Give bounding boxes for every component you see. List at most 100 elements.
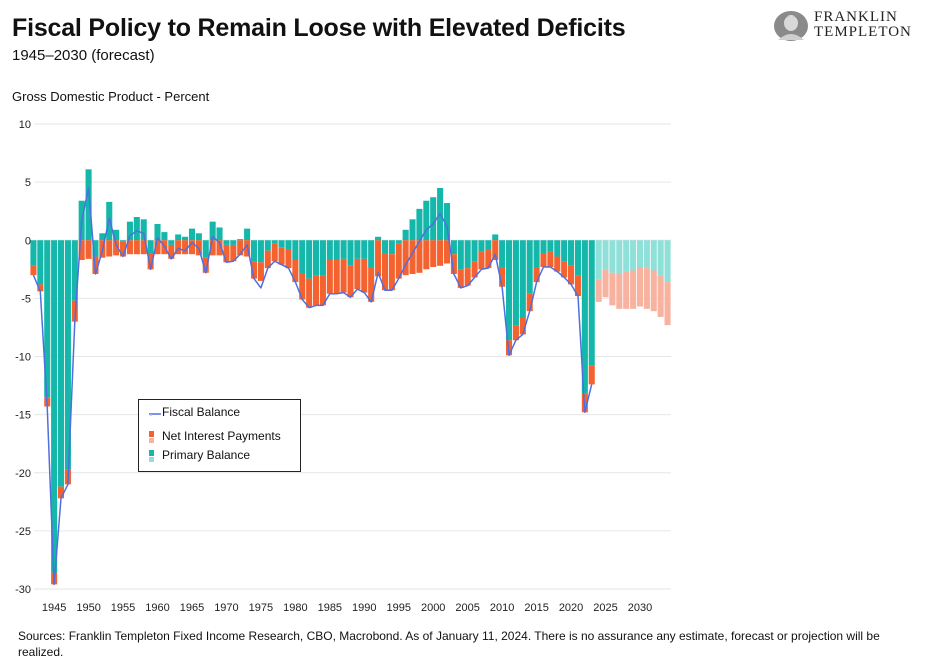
- net-interest-bar: [319, 275, 326, 306]
- net-interest-bar: [574, 275, 581, 297]
- y-axis-unit-label: Gross Domestic Product - Percent: [12, 89, 210, 104]
- primary-balance-bar: [133, 217, 140, 241]
- primary-balance-bar: [306, 240, 313, 279]
- net-interest-bar: [340, 258, 347, 293]
- y-tick-label: -25: [15, 526, 31, 538]
- net-interest-bar: [381, 253, 388, 291]
- logo-wordmark: FRANKLIN TEMPLETON: [814, 9, 912, 40]
- primary-balance-bar: [630, 240, 637, 271]
- primary-balance-bar: [230, 240, 237, 245]
- primary-balance-bar: [581, 240, 588, 394]
- net-interest-bar: [113, 240, 120, 256]
- primary-balance-bar: [657, 240, 664, 276]
- net-interest-bar: [616, 273, 623, 309]
- net-interest-bar: [37, 284, 44, 292]
- primary-balance-bar: [650, 240, 657, 271]
- net-interest-bar: [540, 253, 547, 267]
- primary-balance-bar: [450, 240, 457, 255]
- net-interest-bar: [423, 240, 430, 270]
- net-interest-bar: [313, 275, 320, 306]
- net-interest-bar: [175, 240, 182, 255]
- primary-balance-bar: [257, 240, 264, 263]
- net-interest-bar: [209, 240, 216, 256]
- net-interest-bar: [182, 240, 189, 255]
- primary-balance-bar: [326, 240, 333, 261]
- net-interest-bar: [478, 251, 485, 270]
- y-tick-label: 5: [25, 177, 31, 189]
- primary-balance-bar: [126, 221, 133, 241]
- primary-balance-bar: [430, 197, 437, 241]
- net-interest-bar: [285, 249, 292, 269]
- y-tick-label: -15: [15, 410, 31, 422]
- primary-balance-bar: [333, 240, 340, 261]
- primary-balance-bar: [92, 240, 99, 257]
- primary-balance-bar: [492, 234, 499, 241]
- primary-balance-bar: [547, 240, 554, 252]
- x-tick-label: 2030: [628, 602, 652, 614]
- net-interest-bar: [264, 250, 271, 269]
- primary-balance-bar: [250, 240, 258, 262]
- primary-balance-bar: [182, 236, 189, 241]
- bar-series: [30, 169, 671, 585]
- y-tick-label: -20: [15, 468, 31, 480]
- primary-balance-bar: [616, 240, 623, 274]
- primary-balance-bar: [51, 240, 58, 573]
- net-interest-bar: [471, 261, 478, 278]
- primary-balance-bar: [574, 240, 581, 276]
- primary-balance-bar: [161, 232, 168, 241]
- primary-balance-bar: [478, 240, 485, 252]
- net-interest-bar: [106, 240, 113, 257]
- x-tick-label: 1960: [145, 602, 169, 614]
- primary-balance-bar: [188, 228, 196, 241]
- net-interest-bar: [443, 240, 451, 264]
- net-interest-bar: [250, 261, 258, 279]
- x-tick-label: 2005: [455, 602, 479, 614]
- chart-legend: Fiscal Balance Net Interest Payments Pri…: [138, 399, 301, 472]
- primary-balance-bar: [244, 228, 251, 241]
- franklin-portrait-icon: [774, 11, 808, 41]
- primary-balance-bar: [354, 240, 361, 259]
- primary-balance-bar: [175, 234, 182, 241]
- net-interest-bar: [278, 247, 285, 265]
- primary-balance-bar: [209, 221, 216, 241]
- net-interest-bar: [464, 268, 471, 286]
- x-tick-label: 1965: [180, 602, 204, 614]
- primary-balance-bar: [457, 240, 464, 270]
- y-axis-ticks: 10 5 0 -5 -10 -15 -20 -25 -30: [15, 119, 31, 596]
- primary-balance-bar: [195, 233, 202, 241]
- net-interest-bar: [554, 256, 561, 272]
- x-tick-label: 2015: [524, 602, 548, 614]
- primary-balance-bar: [499, 240, 506, 267]
- primary-balance-bar: [402, 229, 409, 241]
- x-tick-label: 2000: [421, 602, 445, 614]
- fiscal-balance-line: [32, 187, 593, 586]
- net-interest-bar: [664, 282, 671, 326]
- primary-balance-bar: [113, 229, 120, 241]
- primary-balance-bar: [168, 240, 175, 245]
- primary-balance-bar: [588, 240, 595, 366]
- net-interest-bar: [588, 365, 595, 385]
- primary-balance-bar: [30, 240, 37, 266]
- primary-balance-bar: [423, 200, 430, 241]
- primary-balance-bar: [416, 208, 423, 241]
- primary-balance-bar: [561, 240, 568, 262]
- y-tick-label: 0: [25, 235, 31, 247]
- primary-balance-bar: [347, 240, 354, 266]
- primary-balance-bar: [271, 240, 278, 244]
- fiscal-balance-line-layer: [32, 187, 593, 586]
- x-tick-label: 1970: [214, 602, 238, 614]
- primary-balance-bar: [395, 240, 402, 244]
- primary-balance-bar: [313, 240, 320, 276]
- net-interest-bar: [602, 269, 609, 298]
- chart-subtitle: 1945–2030 (forecast): [12, 47, 155, 64]
- net-interest-bar: [430, 240, 437, 267]
- net-interest-bar: [595, 279, 602, 302]
- net-interest-bar: [237, 240, 244, 256]
- net-interest-bar: [230, 244, 237, 262]
- net-interest-bar: [147, 253, 154, 270]
- y-tick-label: -5: [21, 293, 31, 305]
- net-interest-bar: [402, 240, 409, 276]
- primary-balance-bar: [299, 240, 306, 274]
- net-interest-bar: [643, 268, 650, 309]
